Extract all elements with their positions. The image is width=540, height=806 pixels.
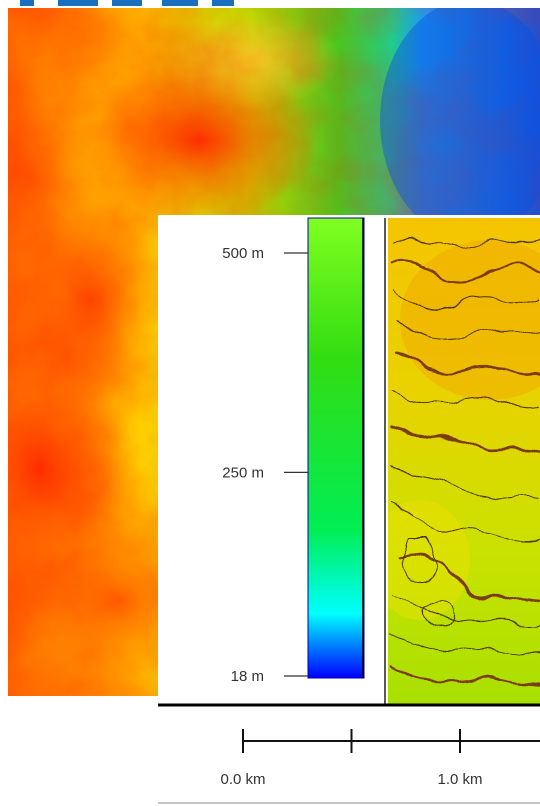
contour-line	[390, 668, 540, 688]
contour-line	[390, 353, 540, 378]
contour-line	[398, 550, 540, 602]
contour-line	[391, 235, 540, 248]
legend-ticks: 500 m 250 m 18 m	[222, 245, 308, 685]
contour-line	[391, 289, 540, 311]
contour-line	[425, 601, 455, 630]
contour-line	[399, 319, 540, 340]
contour-line	[390, 259, 540, 283]
contour-inset	[384, 215, 540, 705]
scale-bar-area: 0.0 km 1.0 km	[158, 703, 540, 806]
partial-title-glyphs	[20, 0, 234, 6]
contour-line	[391, 464, 540, 502]
legend-tick-label: 250 m	[222, 464, 264, 481]
contour-line	[390, 423, 540, 453]
contour-line	[402, 539, 439, 582]
contour-line	[391, 389, 540, 407]
scale-bar-label: 1.0 km	[437, 771, 482, 788]
contour-line	[391, 634, 540, 657]
contour-line	[391, 504, 540, 542]
legend-tick-label: 500 m	[222, 245, 264, 262]
legend-panel: 500 m 250 m 18 m	[158, 215, 390, 705]
scale-bar: 0.0 km 1.0 km	[220, 729, 540, 788]
scale-bar-label: 0.0 km	[220, 771, 265, 788]
legend-tick-label: 18 m	[231, 668, 264, 685]
contour-line	[391, 594, 540, 627]
